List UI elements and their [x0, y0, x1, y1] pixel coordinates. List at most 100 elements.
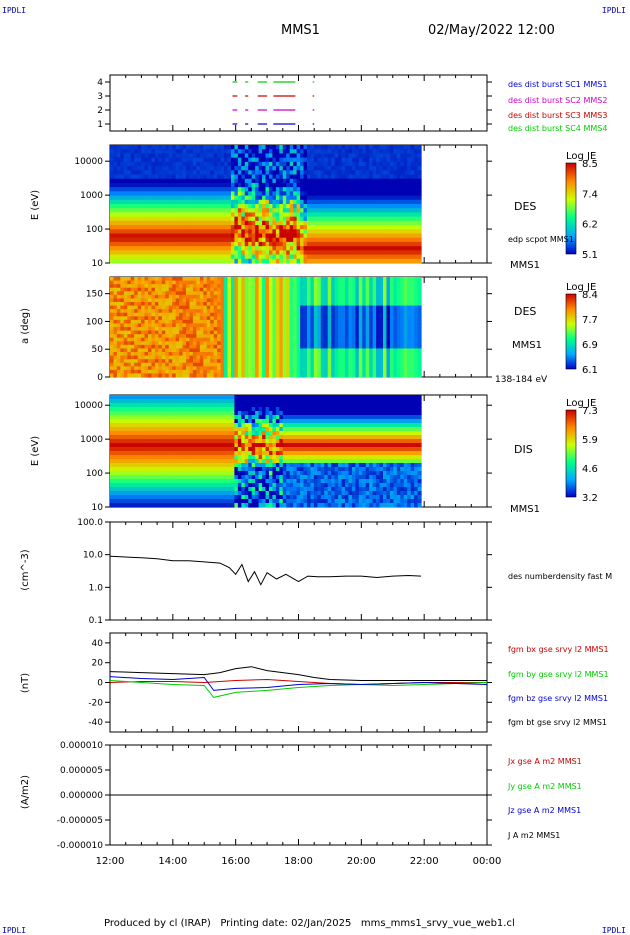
- spectrogram-pixel: [134, 295, 138, 299]
- spectrogram-pixel: [266, 196, 270, 201]
- spectrogram-pixel: [241, 320, 245, 324]
- spectrogram-pixel: [279, 356, 283, 360]
- spectrogram-pixel: [110, 363, 114, 367]
- spectrogram-pixel: [390, 162, 394, 167]
- spectrogram-pixel: [176, 242, 180, 247]
- spectrogram-pixel: [362, 352, 366, 356]
- spectrogram-pixel: [259, 187, 263, 192]
- spectrogram-pixel: [151, 327, 155, 331]
- spectrogram-pixel: [214, 250, 218, 255]
- spectrogram-pixel: [110, 179, 114, 184]
- burst-legend-1: des dist burst SC2 MMS2: [508, 96, 607, 105]
- spectrogram-pixel: [245, 284, 249, 288]
- spectrogram-pixel: [269, 370, 273, 374]
- spectrogram-pixel: [331, 352, 335, 356]
- spectrogram-pixel: [324, 204, 328, 209]
- spectrogram-pixel: [183, 370, 187, 374]
- spectrogram-pixel: [245, 149, 249, 154]
- spectrogram-pixel: [355, 183, 359, 188]
- spectrogram-pixel: [266, 309, 270, 313]
- spectrogram-pixel: [352, 359, 356, 363]
- spectrogram-pixel: [186, 166, 190, 171]
- spectrogram-pixel: [348, 204, 352, 209]
- spectrogram-pixel: [238, 246, 242, 251]
- spectrogram-pixel: [380, 352, 384, 356]
- spectrogram-pixel: [279, 316, 283, 320]
- spectrogram-pixel: [158, 145, 162, 150]
- spectrogram-pixel: [231, 284, 235, 288]
- spectrogram-pixel: [338, 313, 342, 317]
- spectrogram-pixel: [338, 277, 342, 281]
- spectrogram-pixel: [348, 196, 352, 201]
- spectrogram-pixel: [321, 191, 325, 196]
- spectrogram-pixel: [259, 242, 263, 247]
- spectrogram-pixel: [269, 162, 273, 167]
- spectrogram-pixel: [359, 309, 363, 313]
- spectrogram-pixel: [324, 281, 328, 285]
- spectrogram-pixel: [400, 183, 404, 188]
- spectrogram-pixel: [338, 212, 342, 217]
- spectrogram-pixel: [124, 323, 128, 327]
- spectrogram-pixel: [383, 316, 387, 320]
- spectrogram-pixel: [328, 217, 332, 222]
- spectrogram-pixel: [148, 212, 152, 217]
- spectrogram-pixel: [321, 200, 325, 205]
- spectrogram-pixel: [262, 352, 266, 356]
- spectrogram-pixel: [400, 225, 404, 230]
- spectrogram-pixel: [348, 288, 352, 292]
- spectrogram-pixel: [418, 145, 422, 150]
- spectrogram-pixel: [158, 234, 162, 239]
- spectrogram-pixel: [186, 196, 190, 201]
- spectrogram-pixel: [117, 196, 121, 201]
- spectrogram-pixel: [362, 229, 366, 234]
- spectrogram-pixel: [331, 158, 335, 163]
- spectrogram-pixel: [293, 302, 297, 306]
- spectrogram-pixel: [231, 281, 235, 285]
- spectrogram-pixel: [266, 291, 270, 295]
- spectrogram-pixel: [317, 309, 321, 313]
- spectrogram-pixel: [380, 331, 384, 335]
- spectrogram-pixel: [179, 341, 183, 345]
- spectrogram-pixel: [162, 179, 166, 184]
- spectrogram-pixel: [314, 153, 318, 158]
- spectrogram-pixel: [269, 323, 273, 327]
- spectrogram-pixel: [179, 309, 183, 313]
- spectrogram-pixel: [342, 234, 346, 239]
- spectrogram-pixel: [158, 366, 162, 370]
- spectrogram-pixel: [293, 334, 297, 338]
- spectrogram-pixel: [196, 255, 200, 260]
- spectrogram-pixel: [376, 356, 380, 360]
- spectrogram-pixel: [241, 281, 245, 285]
- spectrogram-pixel: [386, 196, 390, 201]
- spectrogram-pixel: [255, 170, 259, 175]
- spectrogram-pixel: [200, 238, 204, 243]
- spectrogram-pixel: [317, 234, 321, 239]
- spectrogram-pixel: [262, 348, 266, 352]
- spectrogram-pixel: [176, 316, 180, 320]
- spectrogram-pixel: [221, 166, 225, 171]
- spectrogram-pixel: [317, 183, 321, 188]
- spectrogram-pixel: [252, 212, 256, 217]
- spectrogram-pixel: [283, 363, 287, 367]
- spectrogram-pixel: [276, 217, 280, 222]
- spectrogram-pixel: [362, 345, 366, 349]
- spectrogram-pixel: [300, 366, 304, 370]
- spectrogram-pixel: [141, 370, 145, 374]
- spectrogram-pixel: [124, 277, 128, 281]
- spectrogram-pixel: [304, 204, 308, 209]
- spectrogram-pixel: [169, 320, 173, 324]
- spectrogram-pixel: [227, 179, 231, 184]
- spectrogram-pixel: [369, 212, 373, 217]
- spectrogram-pixel: [386, 175, 390, 180]
- spectrogram-pixel: [272, 158, 276, 163]
- spectrogram-pixel: [241, 298, 245, 302]
- spectrogram-pixel: [117, 234, 121, 239]
- spectrogram-pixel: [231, 246, 235, 251]
- spectrogram-pixel: [221, 250, 225, 255]
- spectrogram-pixel: [266, 370, 270, 374]
- spectrogram-pixel: [411, 145, 415, 150]
- spectrogram-pixel: [124, 306, 128, 310]
- spectrogram-pixel: [393, 175, 397, 180]
- spectrogram-pixel: [386, 225, 390, 230]
- spectrogram-pixel: [196, 187, 200, 192]
